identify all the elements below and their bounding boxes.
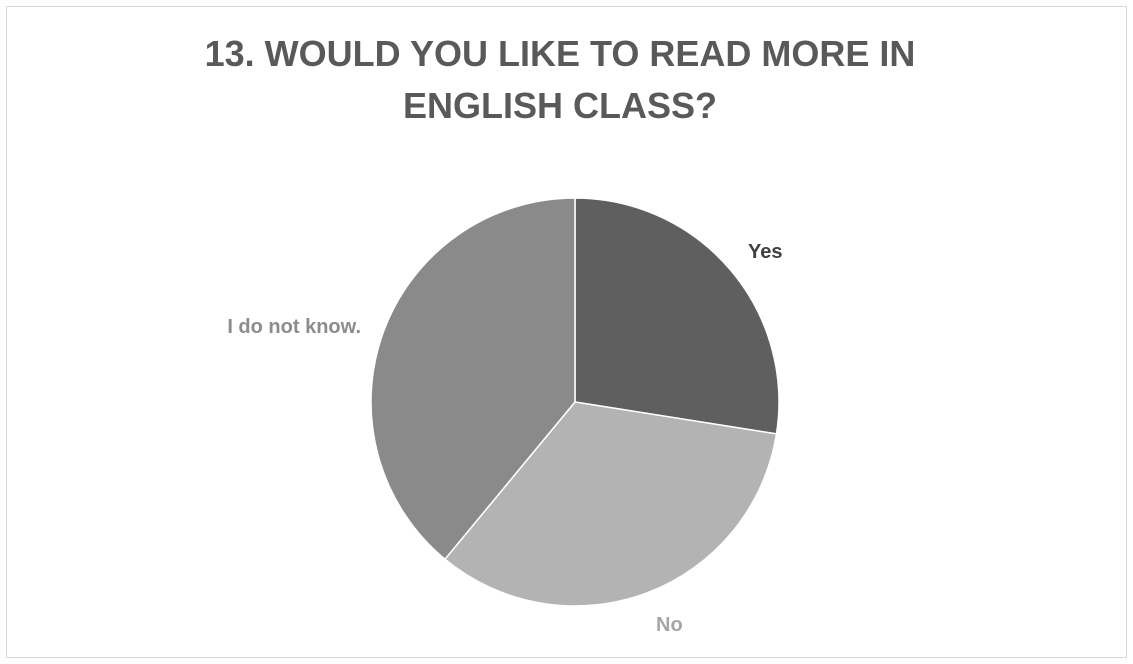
slice-label-i-do-not-know: I do not know.: [227, 316, 361, 338]
pie-slice-yes: [574, 197, 780, 435]
slice-label-no: No: [656, 614, 683, 636]
chart-title: 13. WOULD YOU LIKE TO READ MORE IN ENGLI…: [204, 33, 916, 126]
pie-slice-no: [443, 401, 778, 607]
slice-label-yes: Yes: [748, 241, 782, 263]
pie-slice-i-do-not-know: [370, 197, 576, 561]
